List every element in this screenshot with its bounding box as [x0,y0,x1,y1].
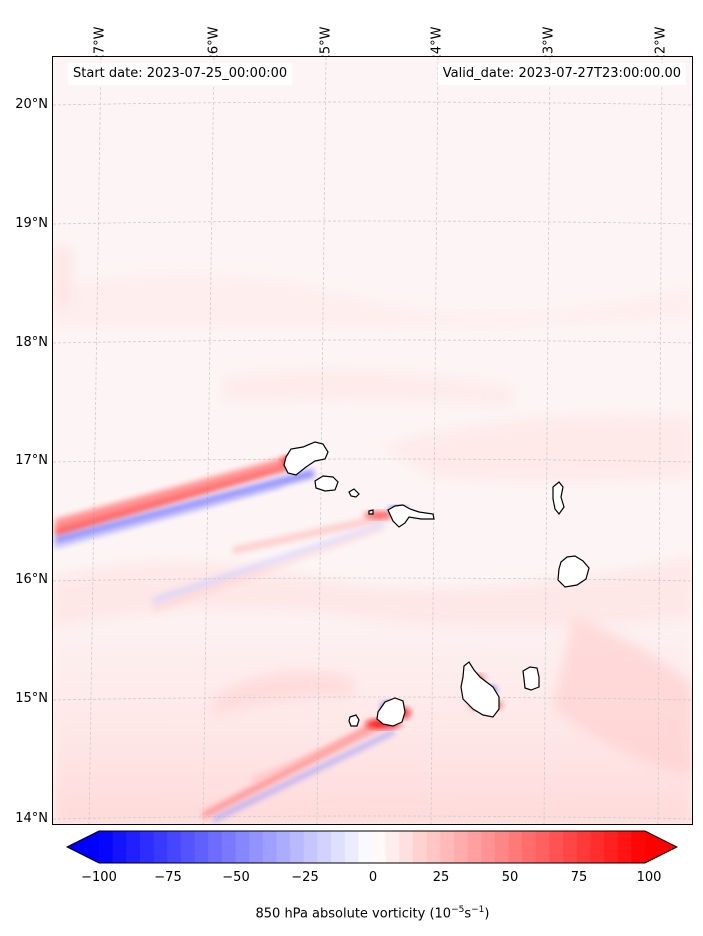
colorbar-bin [453,831,469,863]
colorbar-min-extension [67,831,99,863]
colorbar-bin [180,831,196,863]
colorbar-tick-25: 25 [432,870,450,885]
lat-label-18n: 18°N [15,335,48,350]
lon-label-22w: 22°W [653,26,669,63]
colorbar-bin [604,831,619,863]
colorbar-bin [208,831,223,863]
colorbar-tick-neg100: −100 [81,870,117,885]
map-panel[interactable] [52,56,693,825]
colorbar-bin [563,831,578,863]
island-santiago [460,661,500,718]
colorbar-bin [235,831,250,863]
colorbar-bin [426,831,441,863]
valid-date-label: Valid_date: 2023-07-27T23:00:00.00 [437,63,686,85]
lat-label-17n: 17°N [15,453,48,468]
lon-label-26w: 26°W [206,26,222,63]
colorbar-tick-neg75: −75 [154,870,182,885]
colorbar-tick-50: 50 [501,870,519,885]
colorbar-bin [481,831,496,863]
colorbar-graphic [66,830,678,864]
colorbar-bin [508,831,523,863]
colorbar-bin [317,831,332,863]
lon-label-23w: 23°W [541,26,557,63]
island-branco [368,509,374,515]
colorbar-bin [440,831,455,863]
start-date-label: Start date: 2023-07-25_00:00:00 [68,63,293,85]
colorbar-bin [399,831,414,863]
colorbar-bin [112,831,127,863]
colorbar-bin [576,831,591,863]
colorbar-bin [617,831,632,863]
lon-label-27w: 27°W [92,26,108,63]
colorbar-bin [139,831,155,863]
colorbar-bin [303,831,318,863]
colorbar-bin [467,831,482,863]
lat-label-20n: 20°N [15,97,48,112]
lon-label-24w: 24°W [429,26,445,63]
colorbar-bin [99,831,114,863]
colorbar-bin [494,831,510,863]
island-brava [348,714,360,727]
colorbar-bin [590,831,605,863]
lat-label-19n: 19°N [15,216,48,231]
lat-label-15n: 15°N [15,691,48,706]
colorbar-outline [66,830,678,864]
colorbar-bin [331,831,346,863]
colorbar-bin [344,831,359,863]
background-field [53,247,692,824]
colorbar-bin [276,831,291,863]
colorbar-bin [126,831,141,863]
colorbar-bin [262,831,278,863]
colorbar-tick-75: 75 [570,870,588,885]
island-santa-luzia [348,488,360,498]
lat-label-14n: 14°N [15,811,48,826]
island-sao-vicente [314,475,339,492]
graticule [53,57,692,824]
colorbar-bin [522,831,537,863]
island-boa-vista [557,555,590,588]
lon-label-25w: 25°W [318,26,334,63]
colorbar-bin [549,831,564,863]
colorbar-bin [412,831,428,863]
colorbar-bin [249,831,264,863]
colorbar-bin [167,831,182,863]
colorbar-max-extension [645,831,677,863]
coastlines [283,441,590,727]
colorbar-tick-0: 0 [368,870,378,885]
colorbar-bin [290,831,305,863]
vorticity-map [53,57,692,824]
colorbar-title: 850 hPa absolute vorticity (10−5s−1) [255,905,490,922]
colorbar-bin [535,831,551,863]
colorbar-bin [221,831,237,863]
island-fogo [376,697,406,727]
island-sao-nicolau [387,504,435,528]
colorbar [66,830,678,864]
island-sal [552,481,565,515]
colorbar-tick-100: 100 [636,870,662,885]
colorbar-tick-neg25: −25 [291,870,319,885]
island-maio [522,666,540,691]
colorbar-bin [358,831,373,863]
colorbar-bin [631,831,646,863]
colorbar-bin [153,831,168,863]
colorbar-bin [372,831,387,863]
lat-label-16n: 16°N [15,572,48,587]
colorbar-tick-neg50: −50 [222,870,250,885]
island-santo-antao [283,441,329,476]
colorbar-bin [385,831,400,863]
colorbar-bin [194,831,209,863]
